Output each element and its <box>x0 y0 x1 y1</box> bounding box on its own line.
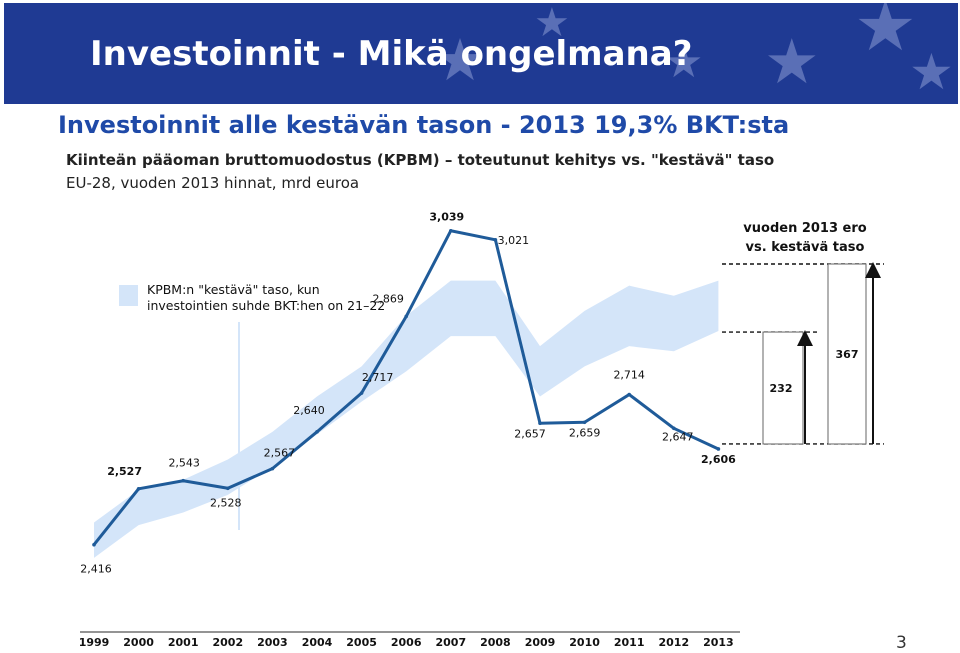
chart-title: Kiinteän pääoman bruttomuodostus (KPBM) … <box>66 151 775 169</box>
data-point <box>270 466 275 471</box>
gap-value-label: 367 <box>836 348 859 361</box>
data-label: 2,717 <box>362 371 394 384</box>
data-point <box>493 238 498 242</box>
data-label: 2,647 <box>662 430 694 443</box>
data-point <box>315 430 319 434</box>
gap-box <box>762 331 804 445</box>
data-point <box>538 421 542 426</box>
eu-star-icon: ★ <box>764 25 820 98</box>
title-banner: ★ ★ ★ ★ ★ ★ <box>4 3 958 104</box>
data-point <box>136 486 141 491</box>
data-point <box>359 391 364 395</box>
data-point <box>627 392 631 397</box>
data-label: 2,528 <box>210 496 242 509</box>
data-label: 2,659 <box>569 426 601 439</box>
data-point <box>582 420 587 425</box>
data-label: 2,567 <box>264 447 296 460</box>
gap-box <box>827 263 867 445</box>
data-label: 2,657 <box>514 427 546 440</box>
slide-subtitle: Investoinnit alle kestävän tason - 2013 … <box>58 111 790 139</box>
legend-swatch <box>119 285 138 306</box>
x-tick-label: 1999 <box>79 636 110 649</box>
gap-title: vuoden 2013 ero <box>743 221 866 236</box>
x-tick-label: 2013 <box>703 636 734 649</box>
eu-star-icon: ★ <box>434 26 486 94</box>
data-label: 2,640 <box>293 404 325 417</box>
gap-title: vs. kestävä taso <box>746 240 865 255</box>
data-label: 2,527 <box>107 465 142 478</box>
x-tick-label: 2000 <box>123 636 154 649</box>
data-point <box>716 447 721 451</box>
gap-value-label: 232 <box>770 382 793 395</box>
data-label: 2,606 <box>701 453 736 466</box>
sustainable-band <box>94 280 719 558</box>
data-label: 2,543 <box>168 457 200 470</box>
data-point <box>181 478 185 483</box>
slide-title: Investoinnit - Mikä ongelmana? <box>90 34 693 74</box>
eu-star-icon: ★ <box>854 3 917 67</box>
data-point <box>92 542 96 547</box>
x-tick-label: 2006 <box>391 636 422 649</box>
legend-label: KPBM:n "kestävä" taso, kun <box>147 282 320 297</box>
chart-subtitle: EU-28, vuoden 2013 hinnat, mrd euroa <box>66 174 360 192</box>
x-tick-label: 2010 <box>569 636 600 649</box>
x-tick-label: 2007 <box>435 636 466 649</box>
x-tick-label: 2003 <box>257 636 288 649</box>
x-tick-label: 2005 <box>346 636 377 649</box>
x-tick-label: 2001 <box>168 636 199 649</box>
x-tick-label: 2008 <box>480 636 511 649</box>
eu-star-icon: ★ <box>909 43 954 101</box>
data-label: 2,714 <box>613 369 645 382</box>
data-label: 2,869 <box>372 292 404 305</box>
data-point <box>449 228 453 233</box>
eu-star-icon: ★ <box>664 37 704 88</box>
data-label: 2,416 <box>80 563 112 576</box>
x-tick-label: 2011 <box>614 636 645 649</box>
x-tick-label: 2004 <box>302 636 333 649</box>
legend-label: investointien suhde BKT:hen on 21–22 <box>147 298 385 313</box>
x-tick-label: 2002 <box>212 636 243 649</box>
x-tick-label: 2009 <box>525 636 556 649</box>
data-label: 3,021 <box>498 234 530 247</box>
data-label: 3,039 <box>429 211 464 224</box>
x-tick-label: 2012 <box>658 636 689 649</box>
page-number: 3 <box>896 633 907 653</box>
eu-star-icon: ★ <box>534 3 570 46</box>
data-point <box>226 486 230 491</box>
data-point <box>672 426 676 431</box>
data-point <box>404 314 409 319</box>
